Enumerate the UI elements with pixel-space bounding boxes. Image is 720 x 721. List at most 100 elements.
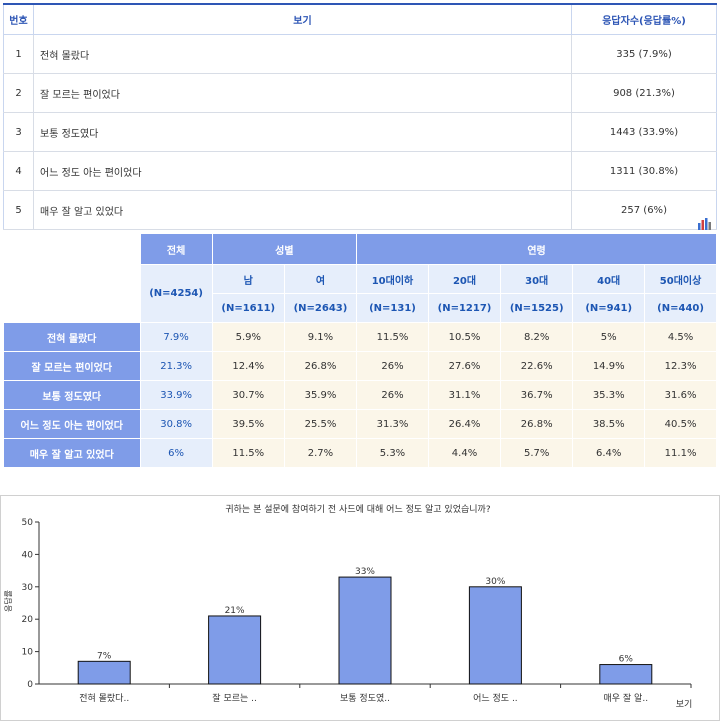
table-header-row: 번호 보기 응답자수(응답률%) [3, 3, 717, 35]
table-row: 4 어느 정도 아는 편이었다 1311 (30.8%) [3, 151, 717, 191]
row-option: 어느 정도 아는 편이었다 [33, 151, 572, 191]
cross-cell: 4.4% [427, 438, 502, 468]
cross-cell: 40.5% [644, 409, 717, 439]
row-number: 4 [3, 151, 34, 191]
row-count: 1443 (33.9%) [571, 112, 717, 152]
table-row: 5 매우 잘 알고 있었다 257 (6%) [3, 190, 717, 230]
header-no: 번호 [3, 3, 34, 35]
bar-data-label: 7% [97, 651, 112, 661]
cross-cell: 22.6% [500, 351, 574, 381]
cross-row-label: 어느 정도 아는 편이었다 [3, 409, 141, 439]
cross-row: 매우 잘 알고 있었다 6% 11.5% 2.7% 5.3% 4.4% 5.7% 6.4% 11… [3, 438, 717, 468]
row-option: 전혀 몰랐다 [33, 34, 572, 74]
cross-row-label: 잘 모르는 편이었다 [3, 351, 141, 381]
header-option: 보기 [33, 3, 572, 35]
header-count: 응답자수(응답률%) [571, 3, 717, 35]
cross-cell: 38.5% [572, 409, 646, 439]
cross-cell: 5.7% [500, 438, 574, 468]
cross-row-label: 매우 잘 알고 있었다 [3, 438, 141, 468]
row-number: 5 [3, 190, 34, 230]
group-label: 40대 [572, 264, 646, 294]
cross-cell: 9.1% [283, 322, 358, 352]
bar-data-label: 33% [355, 567, 375, 577]
cross-cell: 11.1% [644, 438, 717, 468]
cross-row: 보통 정도였다 33.9% 30.7% 35.9% 26% 31.1% 36.7% 35.3%… [3, 380, 717, 410]
cross-cell: 35.3% [572, 380, 646, 410]
cross-row-label: 전혀 몰랐다 [3, 322, 141, 352]
group-label: 20대 [427, 264, 502, 294]
response-table: 번호 보기 응답자수(응답률%) 1 전혀 몰랐다 335 (7.9%) 2 잘 모르는… [3, 3, 717, 230]
row-count: 908 (21.3%) [571, 73, 717, 113]
cross-cell: 26.4% [427, 409, 502, 439]
group-n: (N=440) [644, 293, 717, 323]
cross-cell: 4.5% [644, 322, 717, 352]
x-axis-label: 보기 [676, 699, 693, 710]
cross-cell: 26.8% [283, 351, 358, 381]
table-row: 3 보통 정도였다 1443 (33.9%) [3, 112, 717, 152]
bar-data-label: 21% [225, 606, 245, 616]
group-label: 여 [283, 264, 358, 294]
group-n: (N=2643) [283, 293, 358, 323]
cross-row: 전혀 몰랐다 7.9% 5.9% 9.1% 11.5% 10.5% 8.2% 5% 4.5% [3, 322, 717, 352]
bar-data-label: 30% [485, 577, 505, 587]
corner-cell [3, 233, 141, 323]
row-number: 1 [3, 34, 34, 74]
cross-row-total: 30.8% [139, 409, 213, 439]
cross-row-total: 33.9% [139, 380, 213, 410]
y-tick-label: 50 [22, 518, 34, 528]
chart-canvas: 귀하는 본 설문에 참여하기 전 사드에 대해 어느 정도 알고 있었습니까? … [3, 503, 693, 710]
bar-chart: 귀하는 본 설문에 참여하기 전 사드에 대해 어느 정도 알고 있었습니까? … [0, 495, 720, 721]
y-tick-label: 40 [22, 550, 34, 560]
row-number: 2 [3, 73, 34, 113]
chart-bar [77, 660, 131, 685]
group-n: (N=131) [356, 293, 429, 323]
x-tick-label: 잘 모르는 .. [212, 692, 257, 704]
row-option: 매우 잘 알고 있었다 [33, 190, 572, 230]
cross-cell: 10.5% [427, 322, 502, 352]
group-label: 남 [211, 264, 285, 294]
group-n: (N=1217) [427, 293, 502, 323]
total-n: (N=4254) [139, 264, 213, 323]
cross-cell: 31.1% [427, 380, 502, 410]
gender-header: 성별 [211, 233, 358, 265]
group-label: 30대 [500, 264, 574, 294]
cross-cell: 31.3% [356, 409, 429, 439]
cross-row-total: 21.3% [139, 351, 213, 381]
y-tick-label: 20 [22, 615, 34, 625]
age-header: 연령 [356, 233, 717, 265]
cross-cell: 5.3% [356, 438, 429, 468]
cross-tab-table: 전체 성별 연령 (N=4254) 남 여 10대이하 20대 30대 40대 50대이상 … [3, 233, 717, 468]
chart-title: 귀하는 본 설문에 참여하기 전 사드에 대해 어느 정도 알고 있었습니까? [225, 503, 490, 515]
chart-bar [338, 576, 392, 685]
chart-bar [208, 615, 262, 685]
cross-cell: 39.5% [211, 409, 285, 439]
cross-cell: 35.9% [283, 380, 358, 410]
cross-header-row-2: (N=4254) 남 여 10대이하 20대 30대 40대 50대이상 [4, 264, 717, 323]
group-n: (N=1611) [211, 293, 285, 323]
row-option: 보통 정도였다 [33, 112, 572, 152]
bar-chart-icon[interactable] [697, 217, 711, 230]
cross-cell: 12.4% [211, 351, 285, 381]
cross-header-row-3: (N=1611) (N=2643) (N=131) (N=1217) (N=1525)(… [4, 293, 717, 323]
x-tick-label: 어느 정도 .. [473, 693, 518, 704]
row-count: 1311 (30.8%) [571, 151, 717, 191]
cross-cell: 26% [356, 351, 429, 381]
x-tick-label: 매우 잘 알.. [604, 692, 649, 704]
row-number: 3 [3, 112, 34, 152]
cross-cell: 26% [356, 380, 429, 410]
x-tick-label: 보통 정도였.. [340, 693, 390, 704]
x-tick-label: 전혀 몰랐다.. [79, 692, 129, 704]
row-option: 잘 모르는 편이었다 [33, 73, 572, 113]
cross-cell: 14.9% [572, 351, 646, 381]
cross-cell: 12.3% [644, 351, 717, 381]
cross-cell: 36.7% [500, 380, 574, 410]
row-count: 335 (7.9%) [571, 34, 717, 74]
cross-row-total: 7.9% [139, 322, 213, 352]
row-count: 257 (6%) [571, 190, 717, 230]
total-header: 전체 [139, 233, 213, 265]
y-tick-label: 10 [22, 648, 34, 658]
cross-cell: 8.2% [500, 322, 574, 352]
group-label: 10대이하 [356, 264, 429, 294]
bar-data-label: 6% [619, 655, 634, 665]
